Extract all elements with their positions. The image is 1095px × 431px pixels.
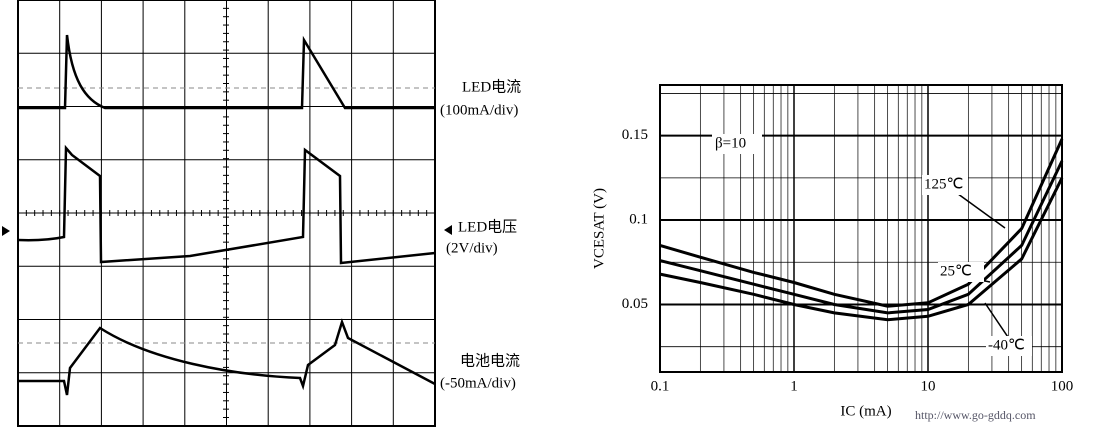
x-tick-label: 0.1: [651, 378, 670, 394]
y-tick-label: 0.1: [629, 211, 648, 227]
trace-label: LED电压: [458, 218, 517, 235]
annotation: β=10: [715, 135, 746, 151]
x-tick-label: 1: [790, 378, 798, 394]
x-tick-label: 10: [921, 378, 936, 394]
scope-grid: [17, 0, 436, 427]
trace-scale: (-50mA/div): [440, 375, 516, 391]
trace-scale: (2V/div): [446, 240, 498, 256]
x-axis-label: IC (mA): [840, 403, 891, 419]
trace: [17, 144, 436, 265]
oscilloscope: [2, 0, 452, 427]
trace: [18, 318, 436, 396]
y-tick-label: 0.15: [622, 127, 648, 143]
series-line: [659, 177, 1064, 322]
y-axis-label: VCESAT (V): [591, 188, 607, 269]
x-tick-label: 100: [1051, 378, 1074, 394]
series-label: -40℃: [988, 337, 1025, 353]
chart: 0.1 1 10 100 0.05 0.1 0.15 IC (mA) VCESAT (V) β=1…: [591, 84, 1074, 419]
trace-label: LED电流: [462, 78, 521, 95]
label-bg: [938, 262, 984, 282]
series-label: 125℃: [924, 176, 963, 192]
series-line: [659, 160, 1064, 315]
trace-label: 电池电流: [460, 352, 520, 369]
y-tick-label: 0.05: [622, 296, 648, 312]
trace-scale: (100mA/div): [440, 102, 518, 118]
marker: [444, 225, 452, 235]
label-bg: [986, 336, 1032, 356]
marker: [2, 226, 10, 236]
series-label: 25℃: [940, 263, 972, 279]
annotation-bg: [712, 134, 762, 154]
series-line: [659, 138, 1064, 308]
annotation-arrow: [953, 190, 1006, 229]
label-bg: [922, 175, 968, 195]
trace: [18, 34, 435, 110]
watermark: http://www.go-gddq.com: [915, 408, 1036, 422]
